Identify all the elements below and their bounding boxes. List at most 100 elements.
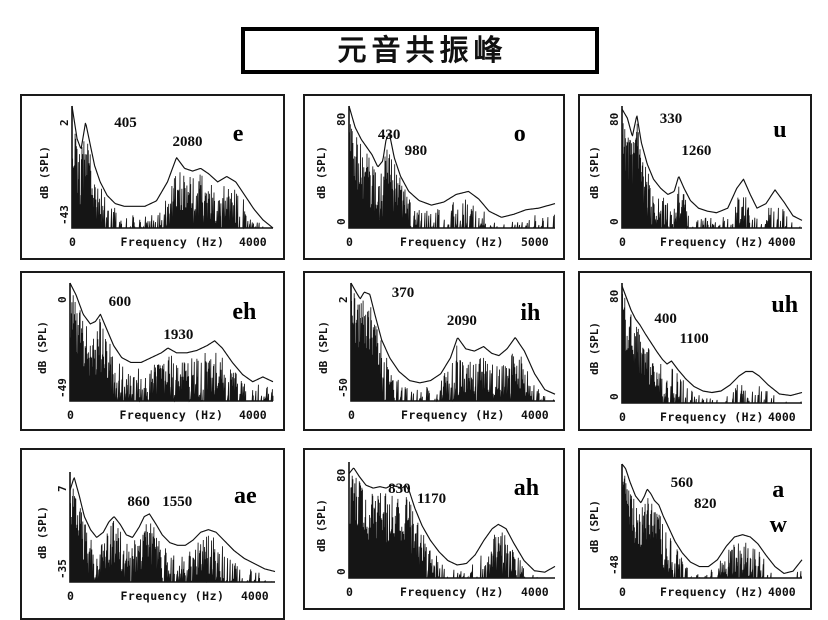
spectrum-panel-e: dB (SPL) 2 -43 Frequency (Hz) 0 4000 405 2080 e [20, 94, 285, 260]
fft-spectrum-trace [621, 293, 802, 404]
lpc-envelope-trace [348, 467, 556, 573]
y-axis-label-ih: dB (SPL) [317, 321, 330, 374]
y-tick-max-e: 2 [58, 119, 71, 126]
lpc-envelope-trace [71, 105, 274, 229]
y-tick-max-u: 80 [608, 112, 621, 126]
x-tick-min-ah: 0 [346, 585, 353, 599]
x-tick-max-aw: 4000 [768, 585, 796, 599]
y-tick-min-o: 0 [335, 218, 348, 225]
y-axis-label-u: dB (SPL) [588, 146, 601, 199]
lpc-envelope-trace [69, 477, 276, 573]
formant-label-ih-f1: 370 [391, 285, 415, 302]
fft-spectrum-trace [71, 116, 273, 230]
formant-label-ae-f1: 860 [127, 494, 150, 510]
x-tick-min-o: 0 [346, 235, 353, 249]
spectrum-plot-u [621, 106, 803, 230]
y-axis-label-eh: dB (SPL) [36, 321, 49, 374]
formant-label-eh-f1: 600 [108, 293, 132, 310]
lpc-envelope-trace [348, 105, 556, 218]
y-tick-min-uh: 0 [608, 393, 621, 400]
y-axis-label-e: dB (SPL) [38, 146, 51, 199]
page-title: 元音共振峰 [337, 33, 508, 67]
vowel-label-ih: ih [520, 299, 541, 326]
spectrum-plot-e [71, 105, 274, 230]
formant-label-eh-f2: 1930 [163, 326, 194, 343]
x-axis-label-ae: Frequency (Hz) [120, 589, 225, 603]
y-tick-max-o: 80 [335, 112, 348, 126]
formant-label-u-f1: 330 [659, 110, 683, 127]
y-tick-min-ae: -35 [56, 559, 69, 579]
vowel-label-o: o [513, 120, 526, 147]
spectrum-panel-u: dB (SPL) 80 0 Frequency (Hz) 0 4000 330 1260 u [578, 94, 812, 260]
fft-spectrum-trace [348, 119, 555, 229]
lpc-envelope-trace [621, 463, 803, 575]
x-tick-min-eh: 0 [67, 408, 74, 422]
fft-spectrum-trace [348, 475, 555, 579]
spectrum-panel-ih: dB (SPL) 2 -50 Frequency (Hz) 0 4000 370 2090 ih [303, 271, 565, 431]
x-tick-min-aw: 0 [619, 585, 626, 599]
formant-label-e-f1: 405 [114, 114, 137, 131]
x-axis-label-eh: Frequency (Hz) [119, 408, 224, 422]
vowel-label-line1: a [772, 476, 785, 503]
formant-label-o-f2: 980 [404, 142, 428, 159]
vowel-label-ae: ae [234, 483, 257, 510]
y-axis-label-ae: dB (SPL) [36, 506, 49, 559]
vowel-label-line2: w [769, 511, 787, 538]
x-tick-max-eh: 4000 [239, 408, 267, 422]
y-tick-max-ae: 7 [56, 485, 69, 492]
x-axis-label-uh: Frequency (Hz) [660, 410, 764, 424]
spectrum-panel-eh: dB (SPL) 0 -49 Frequency (Hz) 0 4000 600 1930 eh [20, 271, 285, 431]
y-axis-label-aw: dB (SPL) [588, 500, 601, 553]
lpc-envelope-trace [621, 108, 803, 221]
spectrum-panel-aw: dB (SPL) -48 Frequency (Hz) 0 4000 560 820 a w [578, 448, 812, 610]
formant-label-ih-f2: 2090 [446, 312, 477, 329]
x-tick-min-uh: 0 [619, 410, 626, 424]
y-tick-min-aw: -48 [608, 555, 621, 575]
fft-spectrum-trace [621, 475, 802, 579]
lpc-envelope-trace [350, 282, 556, 395]
y-tick-max-ah: 80 [335, 468, 348, 482]
y-tick-min-u: 0 [608, 218, 621, 225]
spectrum-panel-ae: dB (SPL) 7 -35 Frequency (Hz) 0 4000 860 1550 ae [20, 448, 285, 620]
x-tick-max-ae: 4000 [241, 589, 269, 603]
spectrum-panel-o: dB (SPL) 80 0 Frequency (Hz) 0 5000 430 980 o [303, 94, 565, 260]
spectrum-plot-aw [621, 463, 803, 579]
formant-label-aw-f2: 820 [694, 495, 717, 512]
formant-label-o-f1: 430 [377, 126, 401, 143]
vowel-label-eh: eh [232, 298, 257, 325]
y-axis-label-uh: dB (SPL) [588, 322, 601, 375]
formant-label-ae-f2: 1550 [162, 494, 193, 510]
lpc-envelope-trace [621, 285, 803, 397]
x-tick-max-uh: 4000 [768, 410, 796, 424]
spectrum-panel-uh: dB (SPL) 80 0 Frequency (Hz) 0 4000 400 1100 uh [578, 271, 812, 431]
spectrum-plot-o [348, 105, 556, 229]
formant-label-ah-f2: 1170 [416, 491, 447, 507]
lpc-envelope-trace [69, 282, 274, 383]
x-tick-max-u: 4000 [768, 235, 796, 249]
y-axis-label-ah: dB (SPL) [315, 499, 328, 552]
vowel-label-e: e [232, 120, 244, 147]
fft-spectrum-trace [69, 295, 274, 403]
x-axis-label-ah: Frequency (Hz) [400, 585, 504, 599]
spectrum-panel-ah: dB (SPL) 80 0 Frequency (Hz) 0 4000 830 1170 ah [303, 448, 565, 610]
formant-label-aw-f1: 560 [670, 475, 694, 492]
x-tick-max-ah: 4000 [521, 585, 549, 599]
x-axis-label-u: Frequency (Hz) [660, 235, 764, 249]
fft-spectrum-trace [350, 293, 555, 403]
spectrum-plot-eh [69, 282, 274, 403]
formant-label-uh-f2: 1100 [679, 331, 709, 347]
vowel-label-uh: uh [771, 291, 799, 318]
fft-spectrum-trace [69, 488, 275, 583]
x-tick-min-ae: 0 [67, 589, 74, 603]
y-tick-max-uh: 80 [608, 289, 621, 303]
x-axis-label-o: Frequency (Hz) [400, 235, 504, 249]
y-tick-max-eh: 0 [56, 296, 69, 303]
formant-label-uh-f1: 400 [654, 310, 677, 327]
formant-label-ah-f1: 830 [388, 480, 411, 497]
fft-spectrum-trace [621, 123, 802, 230]
formant-label-e-f2: 2080 [172, 134, 203, 151]
formant-label-u-f2: 1260 [681, 142, 712, 159]
x-tick-min-e: 0 [69, 235, 76, 249]
x-axis-label-aw: Frequency (Hz) [660, 585, 764, 599]
y-tick-min-e: -43 [58, 205, 71, 225]
